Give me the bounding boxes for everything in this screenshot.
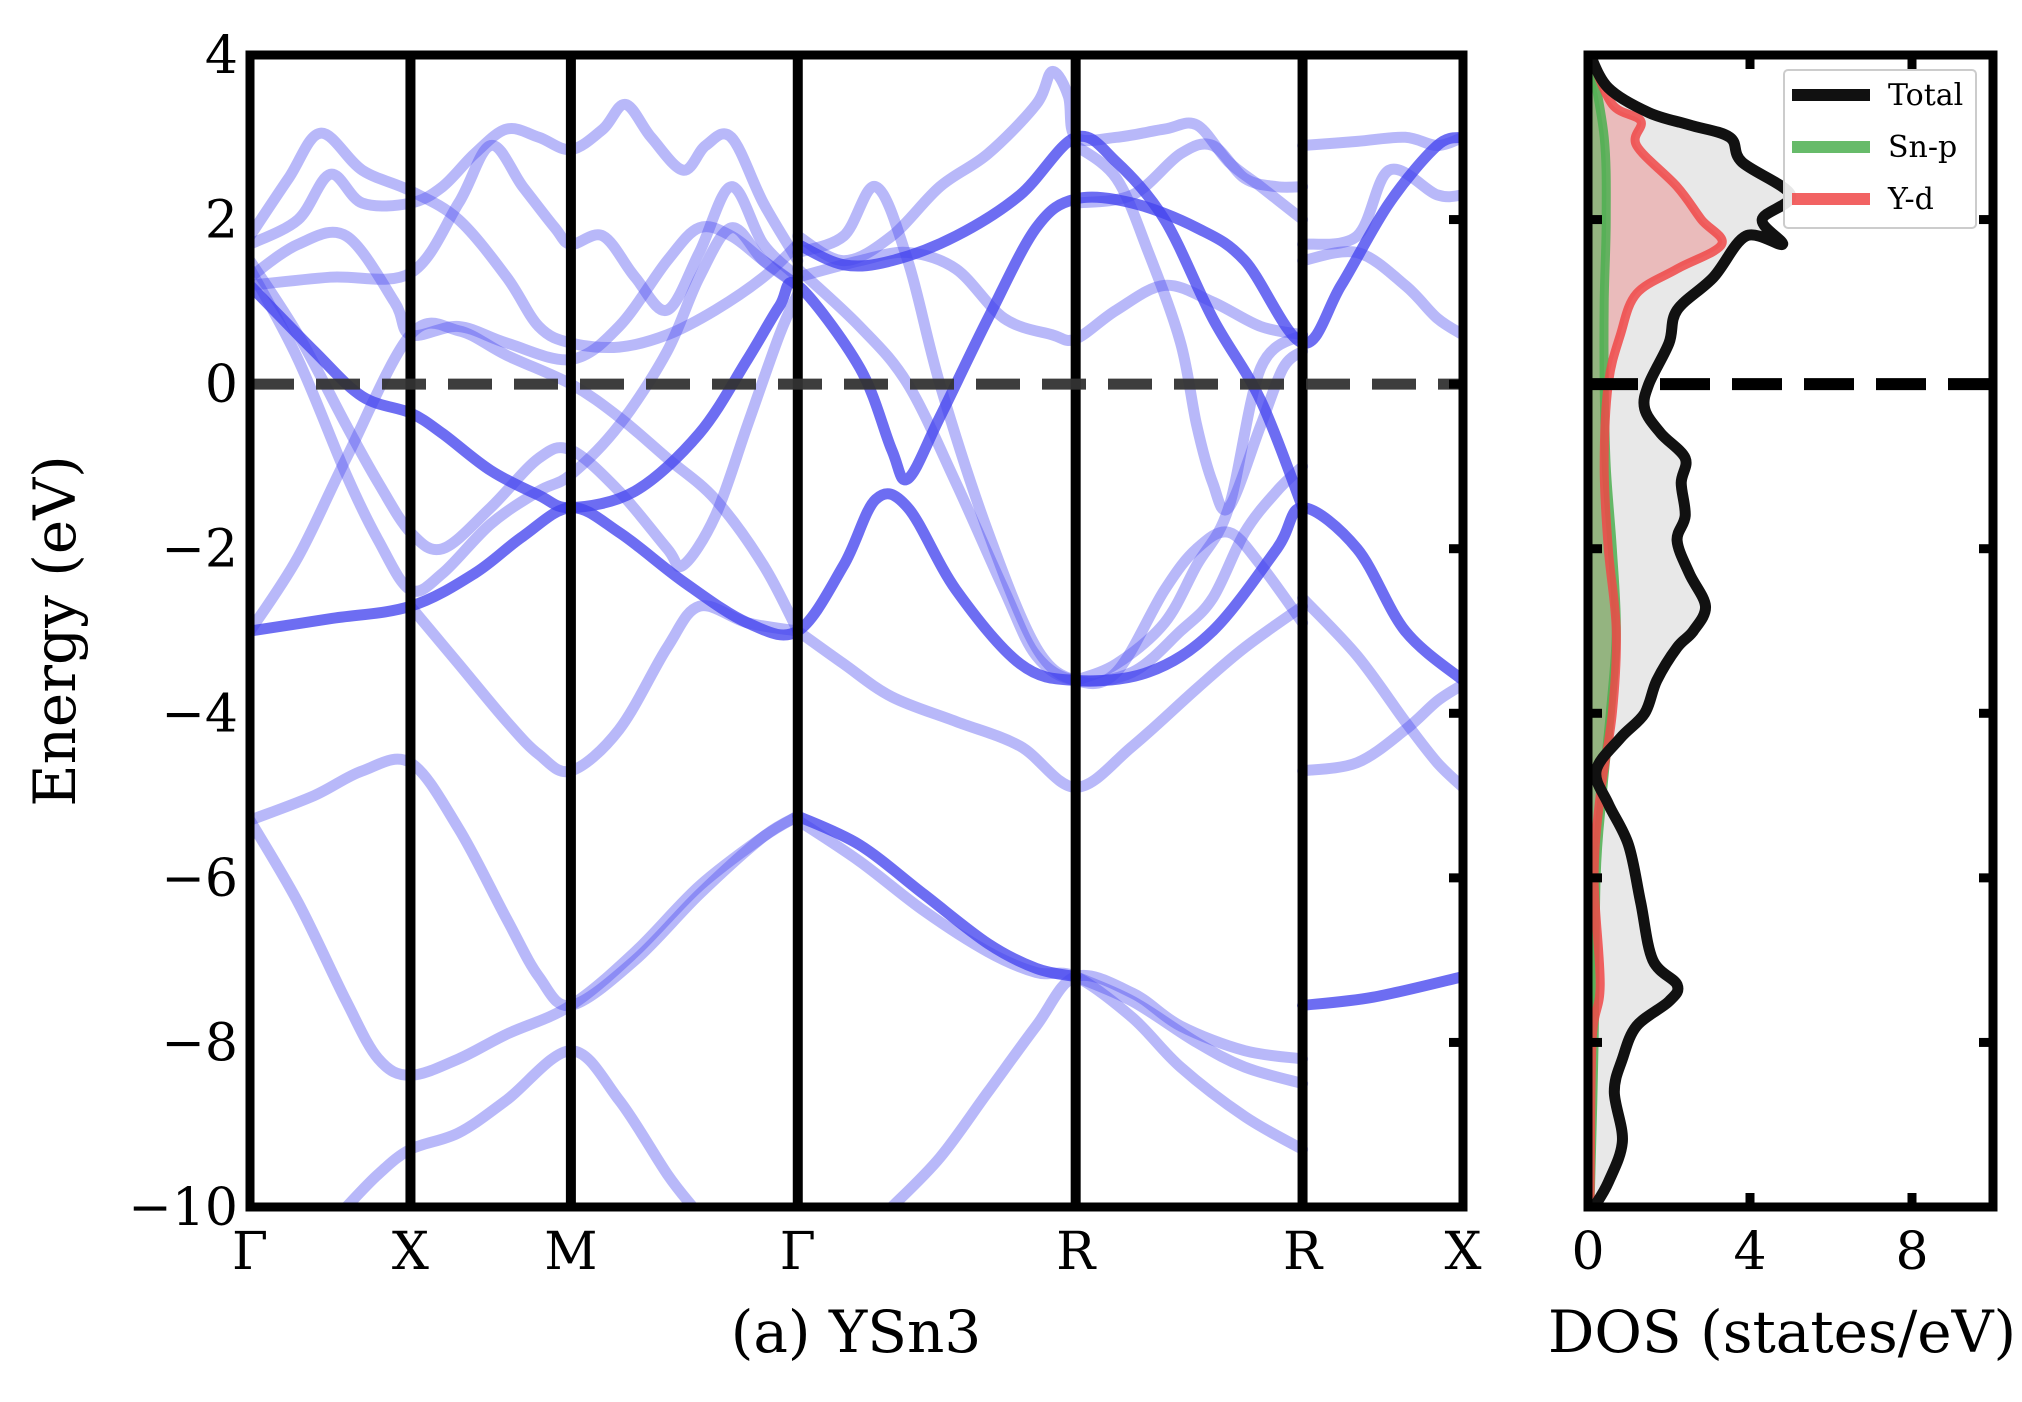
band-line — [250, 222, 804, 597]
band-y-tick-label: 4 — [205, 26, 238, 86]
band-line — [250, 255, 804, 573]
band-y-tick-label: −8 — [161, 1013, 238, 1073]
band-line — [1070, 329, 1309, 686]
kpoint-label: Γ — [232, 1222, 268, 1282]
band-line — [250, 131, 1463, 514]
band-line — [1070, 138, 1309, 209]
dos-x-tick-label: 8 — [1895, 1222, 1928, 1282]
band-line — [792, 600, 1309, 793]
legend-box — [1783, 69, 1977, 229]
kpoint-label: R — [1056, 1222, 1097, 1282]
band-line — [250, 127, 804, 354]
dos-curve — [1588, 55, 1797, 1207]
band-line — [1297, 971, 1463, 1011]
band-line — [1297, 131, 1463, 151]
band-line — [792, 130, 1309, 514]
band-line — [792, 814, 1309, 1155]
dos-legend: Total Sn-p Y-d — [1783, 69, 1977, 229]
dos-x-tick-label: 0 — [1571, 1222, 1604, 1282]
band-y-tick-label: −2 — [161, 520, 238, 580]
band-line — [1070, 971, 1309, 1090]
legend-label: Total — [1888, 78, 1963, 113]
kpoint-label: Γ — [780, 1222, 816, 1282]
band-line — [250, 753, 804, 1012]
band-y-tick-label: 2 — [205, 191, 238, 251]
band-line — [404, 600, 804, 778]
band-y-ticks: 4 2 0 −2 −4 −6 −8 −10 — [128, 26, 1463, 1238]
band-line — [792, 66, 1309, 267]
band-line — [250, 317, 804, 637]
dos-x-tick-label: 4 — [1733, 1222, 1766, 1282]
band-line — [250, 98, 804, 267]
band-structure-panel: 4 2 0 −2 −4 −6 −8 −10 Γ X M Γ R R X Energy (eV) (a) Y… — [21, 26, 1482, 1366]
band-lines — [250, 66, 1463, 1207]
dos-curve — [1588, 55, 1727, 1207]
band-line — [1297, 592, 1463, 793]
band-line — [250, 221, 804, 366]
band-panel-caption: (a) YSn3 — [731, 1298, 982, 1366]
band-y-tick-label: 0 — [205, 355, 238, 415]
band-line — [1070, 140, 1309, 516]
band-line — [792, 246, 1309, 346]
dos-curves — [1588, 55, 1797, 1207]
band-line — [340, 1045, 699, 1207]
band-y-tick-label: −4 — [161, 684, 238, 744]
kpoint-label: X — [1444, 1222, 1481, 1282]
band-line — [1297, 679, 1463, 777]
band-y-tick-label: −10 — [128, 1178, 238, 1238]
kpoint-label: M — [544, 1222, 597, 1282]
band-line — [792, 181, 1309, 690]
band-line — [1297, 163, 1463, 250]
high-symmetry-lines — [405, 55, 1308, 1207]
kpoint-label: X — [392, 1222, 429, 1282]
dos-x-axis-label: DOS (states/eV) — [1548, 1298, 2016, 1366]
kpoint-label: R — [1283, 1222, 1324, 1282]
dos-panel-frame — [1583, 50, 1998, 1212]
legend-label: Y-d — [1887, 182, 1934, 217]
legend-label: Sn-p — [1888, 130, 1957, 165]
band-panel-frame — [245, 50, 1468, 1212]
band-line — [250, 488, 1463, 687]
band-y-tick-label: −6 — [161, 849, 238, 909]
band-line — [792, 810, 1082, 983]
band-line — [1297, 246, 1463, 341]
band-line — [886, 969, 1309, 1207]
dos-panel: 0 4 8 DOS (states/eV) Total Sn-p Y-d — [1548, 50, 2016, 1366]
band-line — [792, 263, 1309, 687]
band-y-axis-label: Energy (eV) — [21, 455, 89, 807]
band-line — [250, 810, 804, 1081]
